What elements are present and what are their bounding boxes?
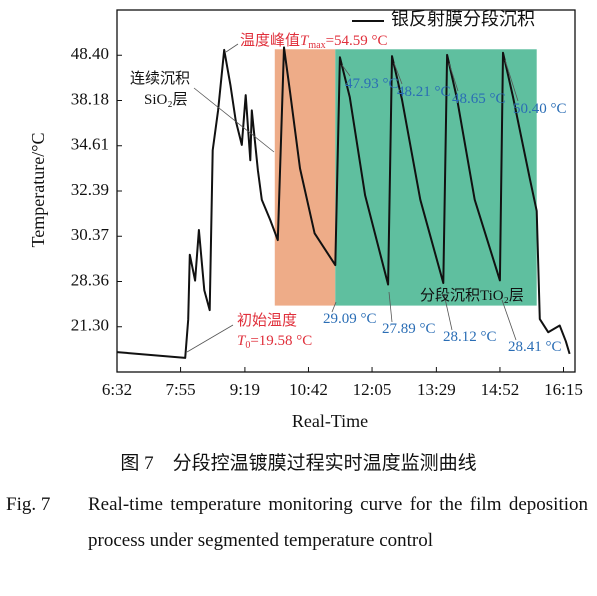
annotation-part: max — [308, 40, 325, 51]
annotation-part: 0 — [245, 340, 250, 351]
annotation-part: T — [300, 33, 310, 49]
annotation: 28.41 °C — [508, 339, 562, 355]
annotation: 47.93 °C — [345, 76, 399, 92]
annotation-part: 28.12 °C — [443, 329, 497, 345]
annotation-part: SiO₂层 — [144, 92, 188, 108]
annotation-part: 连续沉积 — [130, 70, 190, 87]
annotation-part: 48.65 °C — [452, 91, 506, 107]
legend-label: 银反射膜分段沉积 — [391, 9, 535, 29]
leader-line — [225, 43, 239, 53]
annotation: 连续沉积 — [130, 70, 190, 87]
y-tick-label: 28.36 — [71, 270, 109, 289]
leader-line — [193, 87, 275, 153]
x-tick-label: 9:19 — [230, 380, 260, 399]
annotation-part: 47.93 °C — [345, 76, 399, 92]
annotation-part: 48.21 °C — [397, 84, 451, 100]
annotation-part: =54.59 °C — [326, 33, 388, 49]
y-tick-label: 21.30 — [71, 316, 109, 335]
annotation: 27.89 °C — [382, 321, 436, 337]
chart: Real-Time Temperature/°C 21.30 28.36 30.37… — [28, 9, 583, 431]
caption-en: Fig. 7 Real-time temperature monitoring c… — [0, 487, 597, 559]
caption-label: 图 7 — [120, 453, 154, 474]
annotation: 分段沉积TiO₂层 — [420, 287, 524, 304]
annotation-part: T — [237, 333, 247, 349]
caption-text: 分段控温镀膜过程实时温度监测曲线 — [172, 453, 477, 474]
y-axis-label: Temperature/°C — [28, 133, 48, 248]
y-tick-label: 32.39 — [71, 180, 109, 199]
annotation-part: 分段沉积TiO₂层 — [420, 287, 524, 304]
annotation: 28.12 °C — [443, 329, 497, 345]
annotation: T0=19.58 °C — [237, 333, 312, 351]
x-tick-label: 13:29 — [417, 380, 456, 399]
leader-line — [186, 324, 234, 353]
x-tick-label: 6:32 — [102, 380, 132, 399]
caption-label: Fig. 7 — [6, 494, 51, 515]
annotation: SiO₂层 — [144, 92, 188, 108]
y-tick-label: 48.40 — [71, 44, 109, 63]
y-tick-label: 34.61 — [71, 135, 109, 154]
x-tick-label: 12:05 — [353, 380, 392, 399]
annotation-part: 27.89 °C — [382, 321, 436, 337]
leader-line — [388, 291, 393, 323]
y-tick-label: 30.37 — [71, 225, 110, 244]
caption-text: Real-time temperature monitoring curve f… — [88, 494, 588, 551]
annotation-part: 50.40 °C — [513, 101, 567, 117]
leader-line — [341, 64, 351, 77]
annotation-part: =19.58 °C — [250, 333, 312, 349]
leader-line — [504, 59, 519, 102]
caption: 图 7 分段控温镀膜过程实时温度监测曲线 Fig. 7 Real-time tem… — [0, 440, 597, 559]
annotation-part: 初始温度 — [237, 312, 297, 329]
x-tick-label: 10:42 — [289, 380, 328, 399]
shaded-region — [274, 49, 336, 306]
leader-line — [448, 62, 459, 92]
annotation: 48.65 °C — [452, 91, 506, 107]
x-tick-label: 14:52 — [481, 380, 520, 399]
annotation-part: 29.09 °C — [323, 311, 377, 327]
annotation: 初始温度 — [237, 312, 297, 329]
annotation: 50.40 °C — [513, 101, 567, 117]
annotation-part: 温度峰值 — [240, 32, 300, 49]
data-line — [116, 46, 571, 359]
annotation-part: 28.41 °C — [508, 339, 562, 355]
annotation: 29.09 °C — [323, 311, 377, 327]
x-tick-label: 16:15 — [544, 380, 583, 399]
x-tick-label: 7:55 — [165, 380, 195, 399]
x-axis-label: Real-Time — [292, 411, 368, 431]
annotation: 温度峰值Tmax=54.59 °C — [240, 32, 388, 51]
caption-cn: 图 7 分段控温镀膜过程实时温度监测曲线 — [0, 448, 597, 475]
leader-line — [331, 301, 337, 313]
annotation: 48.21 °C — [397, 84, 451, 100]
y-tick-label: 38.18 — [71, 89, 109, 108]
leader-line — [501, 299, 517, 341]
leader-line — [443, 293, 453, 331]
leader-line — [393, 62, 403, 85]
